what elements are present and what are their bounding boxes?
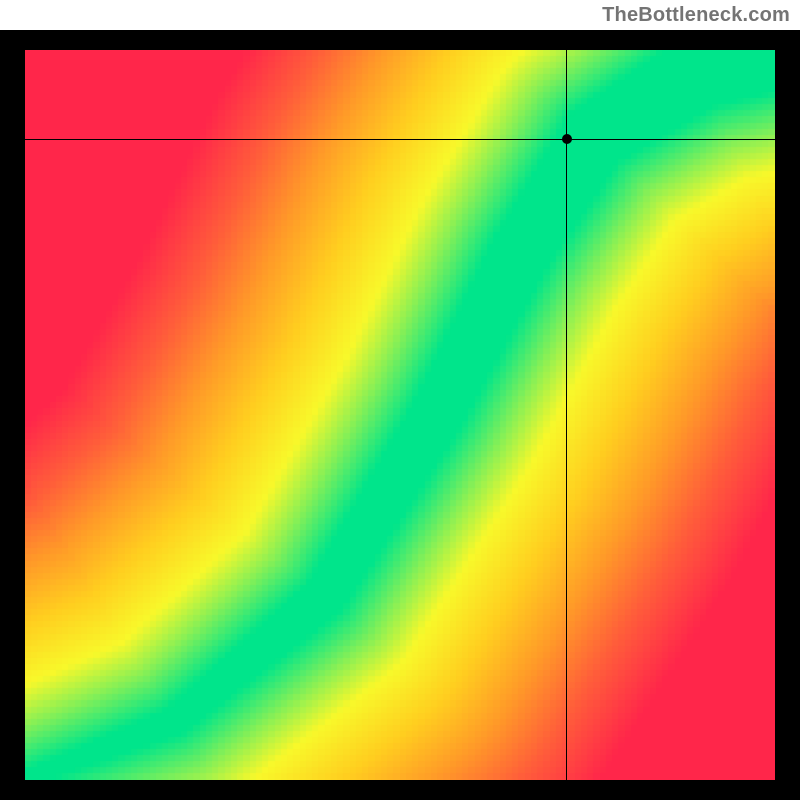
chart-outer-frame xyxy=(0,30,800,800)
bottleneck-heatmap xyxy=(25,50,775,780)
crosshair-vertical xyxy=(566,50,567,780)
watermark-text: TheBottleneck.com xyxy=(602,4,790,27)
page-root: { "watermark": { "text": "TheBottleneck.… xyxy=(0,0,800,800)
crosshair-horizontal xyxy=(25,139,775,140)
heatmap-stage xyxy=(25,50,775,780)
selection-marker xyxy=(562,134,572,144)
